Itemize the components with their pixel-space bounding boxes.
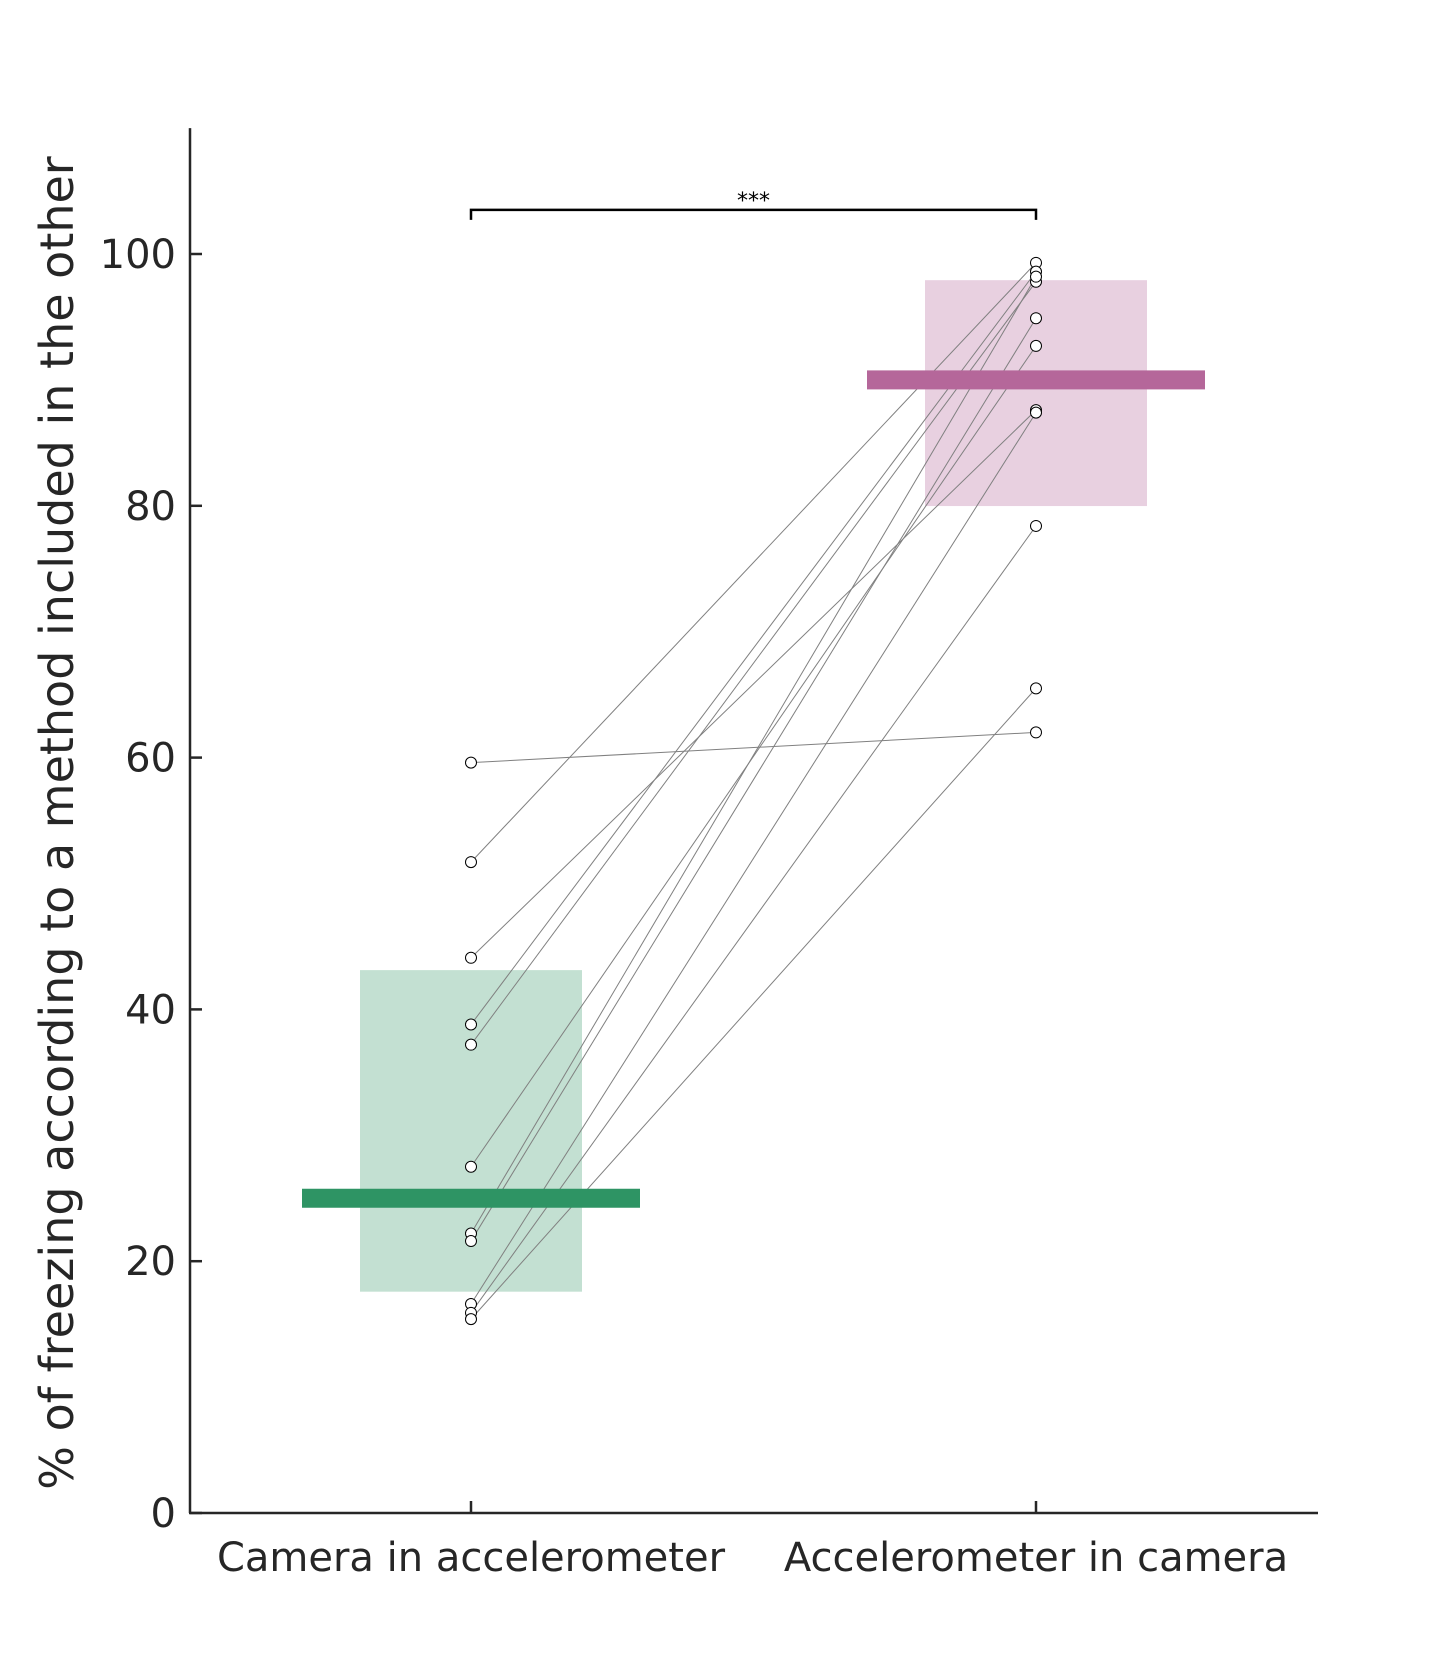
y-tick-label: 80 [125,484,176,530]
pair-line [470,731,1037,764]
significance-bracket-line [469,208,1038,220]
y-tick-label: 0 [151,1491,176,1537]
pair-line [470,281,1037,1045]
data-point [1030,406,1042,419]
data-point [1030,726,1042,739]
pair-line [470,317,1037,1242]
data-point [465,951,477,964]
iqr-boxes [358,278,1149,1294]
data-point [1030,519,1042,532]
data-point [465,756,477,769]
significance-label: *** [737,189,770,214]
accelerometer-in-camera-mean-bar [867,370,1205,390]
data-point [465,856,477,869]
data-point [465,1235,477,1248]
pair-line [470,271,1037,1025]
axes [188,128,1318,1515]
y-tick-label: 100 [100,232,176,278]
y-tick-label: 60 [125,736,176,782]
camera-in-accelerometer-mean-bar [302,1188,640,1208]
x-tick-label: Camera in accelerometer [217,1535,726,1581]
data-point [1030,270,1042,283]
data-point [1030,339,1042,352]
pair-line [470,409,1037,959]
pair-line [470,412,1037,1305]
pair-line [470,345,1037,1168]
data-point [1030,312,1042,325]
data-point [465,1038,477,1051]
y-tick-label: 20 [125,1239,176,1285]
data-points [465,256,1042,1326]
pair-line [470,262,1037,863]
tick-labels: 0 20 40 60 80 100 Camera in accelerometer Accel… [100,232,1288,1581]
significance-bracket: *** [469,189,1038,220]
x-tick-label: Accelerometer in camera [784,1535,1288,1581]
pair-lines [470,262,1037,1320]
data-point [465,1160,477,1173]
pair-line [470,688,1037,1320]
pair-line [470,276,1037,1234]
y-tick-label: 40 [125,987,176,1033]
mean-bars [302,370,1205,1208]
data-point [1030,682,1042,695]
pair-line [470,525,1037,1314]
data-point [465,1313,477,1326]
y-axis-label: % of freezing according to a method incl… [30,156,84,1490]
data-point [465,1018,477,1031]
